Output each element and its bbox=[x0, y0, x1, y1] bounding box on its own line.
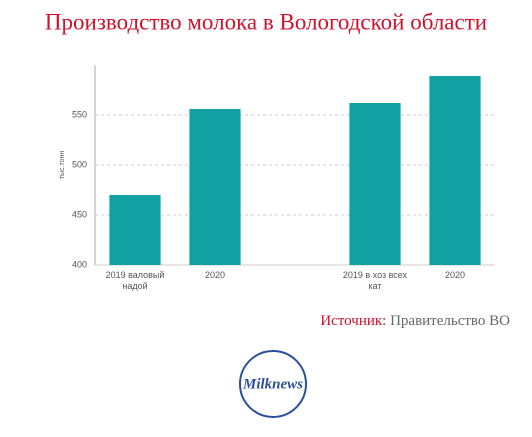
x-tick-label: 2020 bbox=[204, 270, 226, 280]
bar bbox=[429, 76, 481, 265]
bar bbox=[109, 195, 161, 265]
x-tick-label: 2019 валовый надой bbox=[105, 270, 165, 291]
y-tick-label: 550 bbox=[72, 109, 87, 119]
y-tick-label: 450 bbox=[72, 209, 87, 219]
chart-title: Производство молока в Вологодской област… bbox=[45, 9, 487, 34]
source-text: Правительство ВО bbox=[390, 313, 510, 329]
source: Источник: Правительство ВО bbox=[320, 313, 510, 329]
y-axis-label: тыс.тонн bbox=[59, 151, 66, 180]
bar bbox=[189, 109, 241, 265]
x-tick-label: 2020 bbox=[444, 270, 466, 280]
x-tick-label: 2019 в хоз всех кат bbox=[342, 270, 408, 291]
logo-circle bbox=[239, 350, 307, 418]
y-tick-label: 400 bbox=[72, 259, 87, 269]
source-label: Источник: bbox=[320, 313, 386, 329]
bar bbox=[349, 103, 401, 265]
y-tick-label: 500 bbox=[72, 159, 87, 169]
logo: Milknews bbox=[242, 376, 303, 392]
